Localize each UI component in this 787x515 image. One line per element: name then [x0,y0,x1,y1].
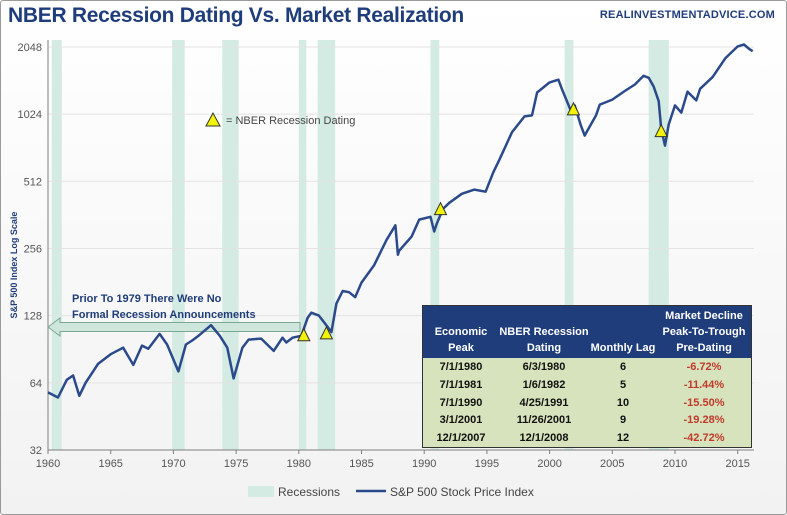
header-nber-dating-line1: NBER Recession [499,326,589,338]
table-row: 7/1/1990 4/25/1991 10 -15.50% [423,395,751,413]
pre-1979-arrow [47,317,301,337]
header-nber-dating-line2: Dating [526,342,562,354]
x-tick-label: 1985 [349,458,373,470]
chart-title: NBER Recession Dating Vs. Market Realiza… [8,4,464,27]
legend-recessions-label: Recessions [278,485,340,499]
marker-key-label: = NBER Recession Dating [226,115,355,127]
cell-monthly-lag: 10 [616,396,630,409]
y-tick-label: 1024 [18,109,42,121]
recession-band [298,40,307,450]
table-row: 12/1/2007 12/1/2008 12 -42.72% [423,430,751,448]
table-header: Economic Peak NBER Recession Dating Mont… [423,306,751,358]
site-credit: REALINVESTMENTADVICE.COM [599,9,775,21]
y-tick-label: 128 [24,311,42,323]
x-tick-label: 1980 [287,458,311,470]
cell-nber-dating: 6/3/1980 [522,361,566,373]
cell-monthly-lag: 5 [619,378,627,391]
recession-band [317,40,336,450]
marker-key-icon [205,111,221,127]
cell-nber-dating: 4/25/1991 [519,396,569,409]
x-tick-label: 2005 [600,458,624,470]
table-row: 7/1/1981 1/6/1982 5 -11.44% [423,377,751,395]
cell-economic-peak: 7/1/1990 [439,396,483,409]
x-tick-label: 1970 [161,458,185,470]
series-sp500-line [47,43,754,399]
x-tick-label: 1990 [412,458,436,470]
cell-market-decline: -6.72% [686,361,722,373]
cell-market-decline: -15.50% [683,396,725,409]
cell-nber-dating: 12/1/2008 [519,432,569,445]
cell-monthly-lag: 12 [616,432,630,445]
y-tick-label: 512 [24,176,42,188]
y-tick-label: 256 [24,243,42,255]
header-economic-peak-line2: Peak [448,342,474,354]
cell-nber-dating: 11/26/2001 [516,414,572,427]
recession-band [564,40,574,450]
cell-economic-peak: 7/1/1980 [439,361,483,373]
cell-market-decline: -19.28% [683,414,725,427]
cell-monthly-lag: 6 [619,361,627,373]
cell-market-decline: -11.44% [683,378,725,391]
x-tick-label: 1995 [475,458,499,470]
arrow-text-line2: Formal Recession Announcements [72,309,256,321]
recession-dating-table: Economic Peak NBER Recession Dating Mont… [422,305,752,448]
cell-nber-dating: 1/6/1982 [522,378,566,391]
x-tick-label: 2015 [725,458,749,470]
cell-monthly-lag: 9 [619,414,627,427]
y-tick-label: 2048 [18,42,42,54]
header-economic-peak-line1: Economic [434,326,488,338]
header-nber-dating: NBER Recession Dating [499,324,589,356]
header-monthly-lag-line1: Monthly Lag [590,342,656,354]
cell-economic-peak: 3/1/2001 [439,414,483,427]
y-tick-label: 32 [30,445,42,457]
nber-dating-marker [654,123,669,138]
recession-band [430,40,440,450]
x-tick-label: 2000 [537,458,561,470]
nber-markers [297,101,669,342]
table-row: 3/1/2001 11/26/2001 9 -19.28% [423,412,751,430]
header-market-decline-line3: Pre-Dating [676,342,732,354]
legend-series-label: S&P 500 Stock Price Index [390,485,534,499]
header-economic-peak: Economic Peak [423,324,499,356]
cell-economic-peak: 12/1/2007 [436,432,486,445]
recession-band [51,40,62,450]
x-tick-label: 1965 [98,458,122,470]
x-tick-label: 1975 [224,458,248,470]
nber-dating-marker [566,101,581,116]
nber-dating-marker [297,327,311,342]
x-axis-ticks: 1960 1965 1970 1975 1980 1985 1990 1995 2000 2005… [36,450,750,470]
header-monthly-lag: Monthly Lag [589,340,657,356]
nber-dating-marker [433,201,448,216]
x-tick-label: 2010 [663,458,687,470]
header-market-decline-line1: Market Decline [665,310,743,322]
arrow-text-line1: Prior To 1979 There Were No [72,293,222,305]
header-market-decline: Market Decline Peak-To-Trough Pre-Dating [657,308,751,356]
y-tick-label: 64 [30,378,42,390]
y-axis-ticks: 2048 1024 512 256 128 64 32 [18,42,42,457]
recession-band [222,40,239,450]
table-row: 7/1/1980 6/3/1980 6 -6.72% [423,359,751,377]
recession-band [172,40,185,450]
cell-economic-peak: 7/1/1981 [439,378,483,391]
x-tick-label: 1960 [36,458,60,470]
nber-dating-marker [319,325,334,340]
legend-recessions-swatch [248,486,274,497]
y-axis-label: S&P 500 Index Log Scale [9,212,19,319]
cell-market-decline: -42.72% [683,432,725,445]
header-market-decline-line2: Peak-To-Trough [662,326,746,338]
